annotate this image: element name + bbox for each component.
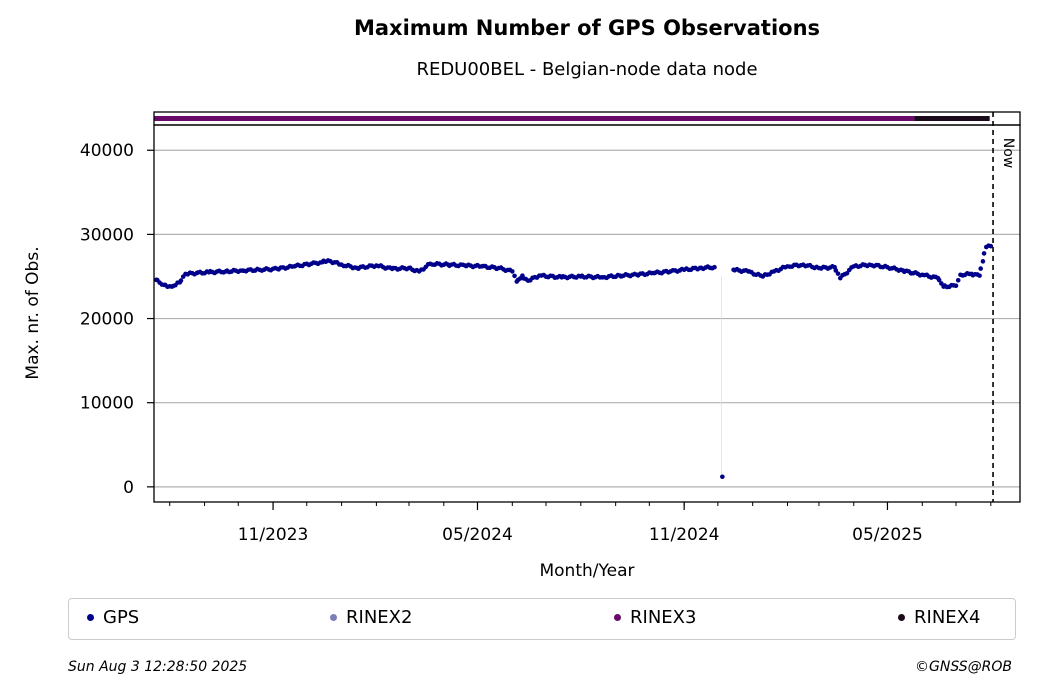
gps-point (978, 266, 983, 271)
x-tick-label: 11/2024 (649, 525, 720, 545)
x-axis-label: Month/Year (539, 561, 634, 581)
legend-item-rinex2: RINEX2 (330, 607, 412, 628)
y-tick-label: 40000 (80, 141, 134, 161)
gps-point (953, 283, 959, 289)
availability-rinex3 (154, 116, 915, 121)
gps-point (988, 243, 994, 249)
legend-marker-rinex4 (898, 614, 905, 621)
plot-border (153, 124, 1021, 503)
y-tick-label: 10000 (80, 394, 134, 414)
gps-point (835, 271, 841, 276)
grid-lines (154, 149, 1020, 488)
gps-point (712, 264, 717, 270)
gps-point (844, 270, 850, 276)
gps-point (512, 273, 517, 279)
gps-point (977, 273, 982, 278)
availability-bars (154, 116, 990, 121)
x-tick-label: 05/2024 (442, 525, 513, 545)
gps-point (981, 251, 987, 256)
y-tick-label: 0 (123, 478, 134, 498)
gps-point (510, 269, 515, 274)
legend-marker-rinex2 (330, 614, 337, 621)
legend-item-rinex4: RINEX4 (898, 607, 980, 628)
gps-point (720, 474, 725, 480)
axes: 0 10000 20000 30000 40000 11/2023 05/2024 11/20… (80, 141, 992, 545)
gps-point (833, 268, 839, 273)
gps-point (936, 277, 942, 283)
legend-marker-gps (87, 614, 94, 621)
data-points (153, 243, 994, 480)
plot-frame (153, 111, 1021, 503)
y-tick-label: 20000 (80, 310, 134, 330)
chart-title: Maximum Number of GPS Observations (353, 16, 821, 40)
legend-item-rinex3: RINEX3 (614, 607, 696, 628)
footer-copyright: ©GNSS@ROB (915, 659, 1012, 675)
chart-subtitle: REDU00BEL - Belgian-node data node (416, 59, 758, 80)
y-tick-label: 30000 (80, 225, 134, 245)
y-axis-label: Max. nr. of Obs. (23, 246, 43, 379)
legend-marker-rinex3 (614, 614, 621, 621)
legend: GPS RINEX2 RINEX3 RINEX4 (68, 598, 1016, 640)
legend-label-gps: GPS (103, 607, 140, 628)
legend-label-rinex3: RINEX3 (630, 607, 697, 628)
x-tick-label: 11/2023 (238, 525, 309, 545)
legend-item-gps: GPS (87, 607, 139, 628)
legend-label-rinex4: RINEX4 (914, 607, 981, 628)
footer-timestamp: Sun Aug 3 12:28:50 2025 (68, 659, 248, 675)
gps-point (955, 277, 961, 283)
gps-point (178, 278, 184, 283)
availability-rinex4 (914, 116, 990, 121)
x-tick-label: 05/2025 (852, 525, 923, 545)
gps-point (980, 259, 986, 264)
now-marker-label: Now (1000, 138, 1016, 169)
legend-label-rinex2: RINEX2 (346, 607, 413, 628)
